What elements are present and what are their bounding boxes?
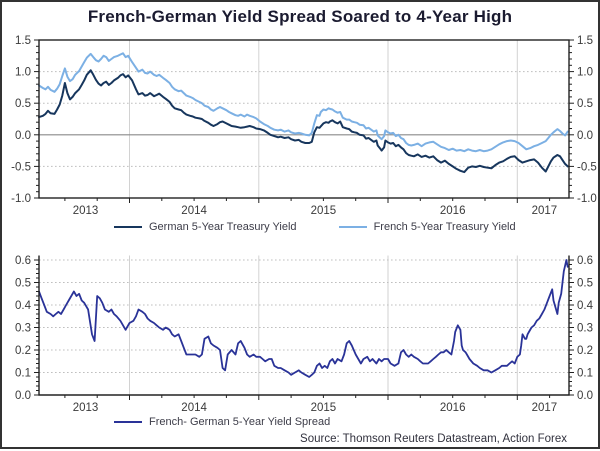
y-axis-label-left: -0.5 — [11, 161, 31, 173]
x-axis-label: 2014 — [181, 402, 207, 414]
legend-label: German 5-Year Treasury Yield — [149, 221, 297, 233]
plot-frame — [38, 255, 570, 396]
y-axis-label-left: 0.6 — [15, 255, 31, 267]
y-axis-label-right: 1.0 — [577, 67, 593, 79]
legend-item: French- German 5-Year Yield Spread — [114, 416, 330, 428]
yield-chart-legend: German 5-Year Treasury Yield French 5-Yea… — [114, 221, 516, 233]
y-axis-label-right: -1.0 — [577, 193, 597, 205]
y-axis-label-left: 0.5 — [15, 278, 31, 290]
y-axis-label-right: 0.5 — [577, 278, 593, 290]
x-axis-label: 2015 — [311, 402, 337, 414]
y-axis-label-left: 0.4 — [15, 300, 32, 312]
legend-label: French 5-Year Treasury Yield — [373, 221, 516, 233]
y-axis-label-right: 0.0 — [577, 130, 593, 142]
spread-yield-line — [38, 259, 569, 378]
x-axis-label: 2016 — [440, 205, 466, 217]
legend-label: French- German 5-Year Yield Spread — [149, 416, 331, 428]
plot-frame — [38, 39, 570, 199]
y-axis-label-right: 0.6 — [577, 255, 593, 267]
x-axis-label: 2017 — [532, 205, 558, 217]
x-axis-label: 2016 — [440, 402, 466, 414]
y-axis-label-left: 0.1 — [15, 368, 31, 380]
x-axis-label: 2015 — [311, 205, 337, 217]
x-axis-label: 2014 — [181, 205, 207, 217]
german-line-swatch — [114, 225, 142, 229]
x-axis-label: 2013 — [73, 205, 99, 217]
french-line-swatch — [338, 225, 367, 229]
y-axis-label-left: 1.0 — [15, 67, 31, 79]
yield-chart: -1.0 -1.0 -0.5 -0.5 0.0 0.0 0.5 0.5 1.0 1.0 1.5 1.5… — [11, 35, 597, 217]
x-axis-label: 2017 — [532, 402, 558, 414]
legend-item: French 5-Year Treasury Yield — [338, 221, 516, 233]
spread-line-swatch — [114, 420, 142, 424]
y-axis-label-left: 0.0 — [15, 130, 31, 142]
chart-title: French-German Yield Spread Soared to 4-Y… — [87, 7, 513, 26]
german-yield-line — [38, 69, 569, 174]
y-axis-label-left: 1.5 — [15, 35, 31, 47]
spread-chart-legend: French- German 5-Year Yield Spread — [114, 416, 330, 428]
legend-item: German 5-Year Treasury Yield — [114, 221, 297, 233]
y-axis-label-right: 1.5 — [577, 35, 593, 47]
y-axis-label-right: -0.5 — [577, 161, 597, 173]
y-axis-label-right: 0.1 — [577, 368, 593, 380]
y-axis-label-right: 0.0 — [577, 390, 593, 402]
y-axis-label-right: 0.2 — [577, 345, 593, 357]
y-axis-label-left: 0.5 — [15, 98, 31, 110]
y-axis-label-left: -1.0 — [11, 193, 31, 205]
y-axis-label-right: 0.5 — [577, 98, 593, 110]
french-yield-line — [38, 52, 569, 153]
x-axis-label: 2013 — [73, 402, 99, 414]
source-attribution: Source: Thomson Reuters Datastream, Acti… — [300, 433, 567, 445]
spread-chart: 0.0 0.0 0.1 0.1 0.2 0.2 0.3 0.3 0.4 0.4 0.5 0.5 0.6 0… — [15, 255, 594, 414]
y-axis-label-left: 0.2 — [15, 345, 31, 357]
y-axis-label-left: 0.0 — [15, 390, 31, 402]
y-axis-label-right: 0.3 — [577, 323, 593, 335]
y-axis-label-left: 0.3 — [15, 323, 31, 335]
y-axis-label-right: 0.4 — [577, 300, 594, 312]
